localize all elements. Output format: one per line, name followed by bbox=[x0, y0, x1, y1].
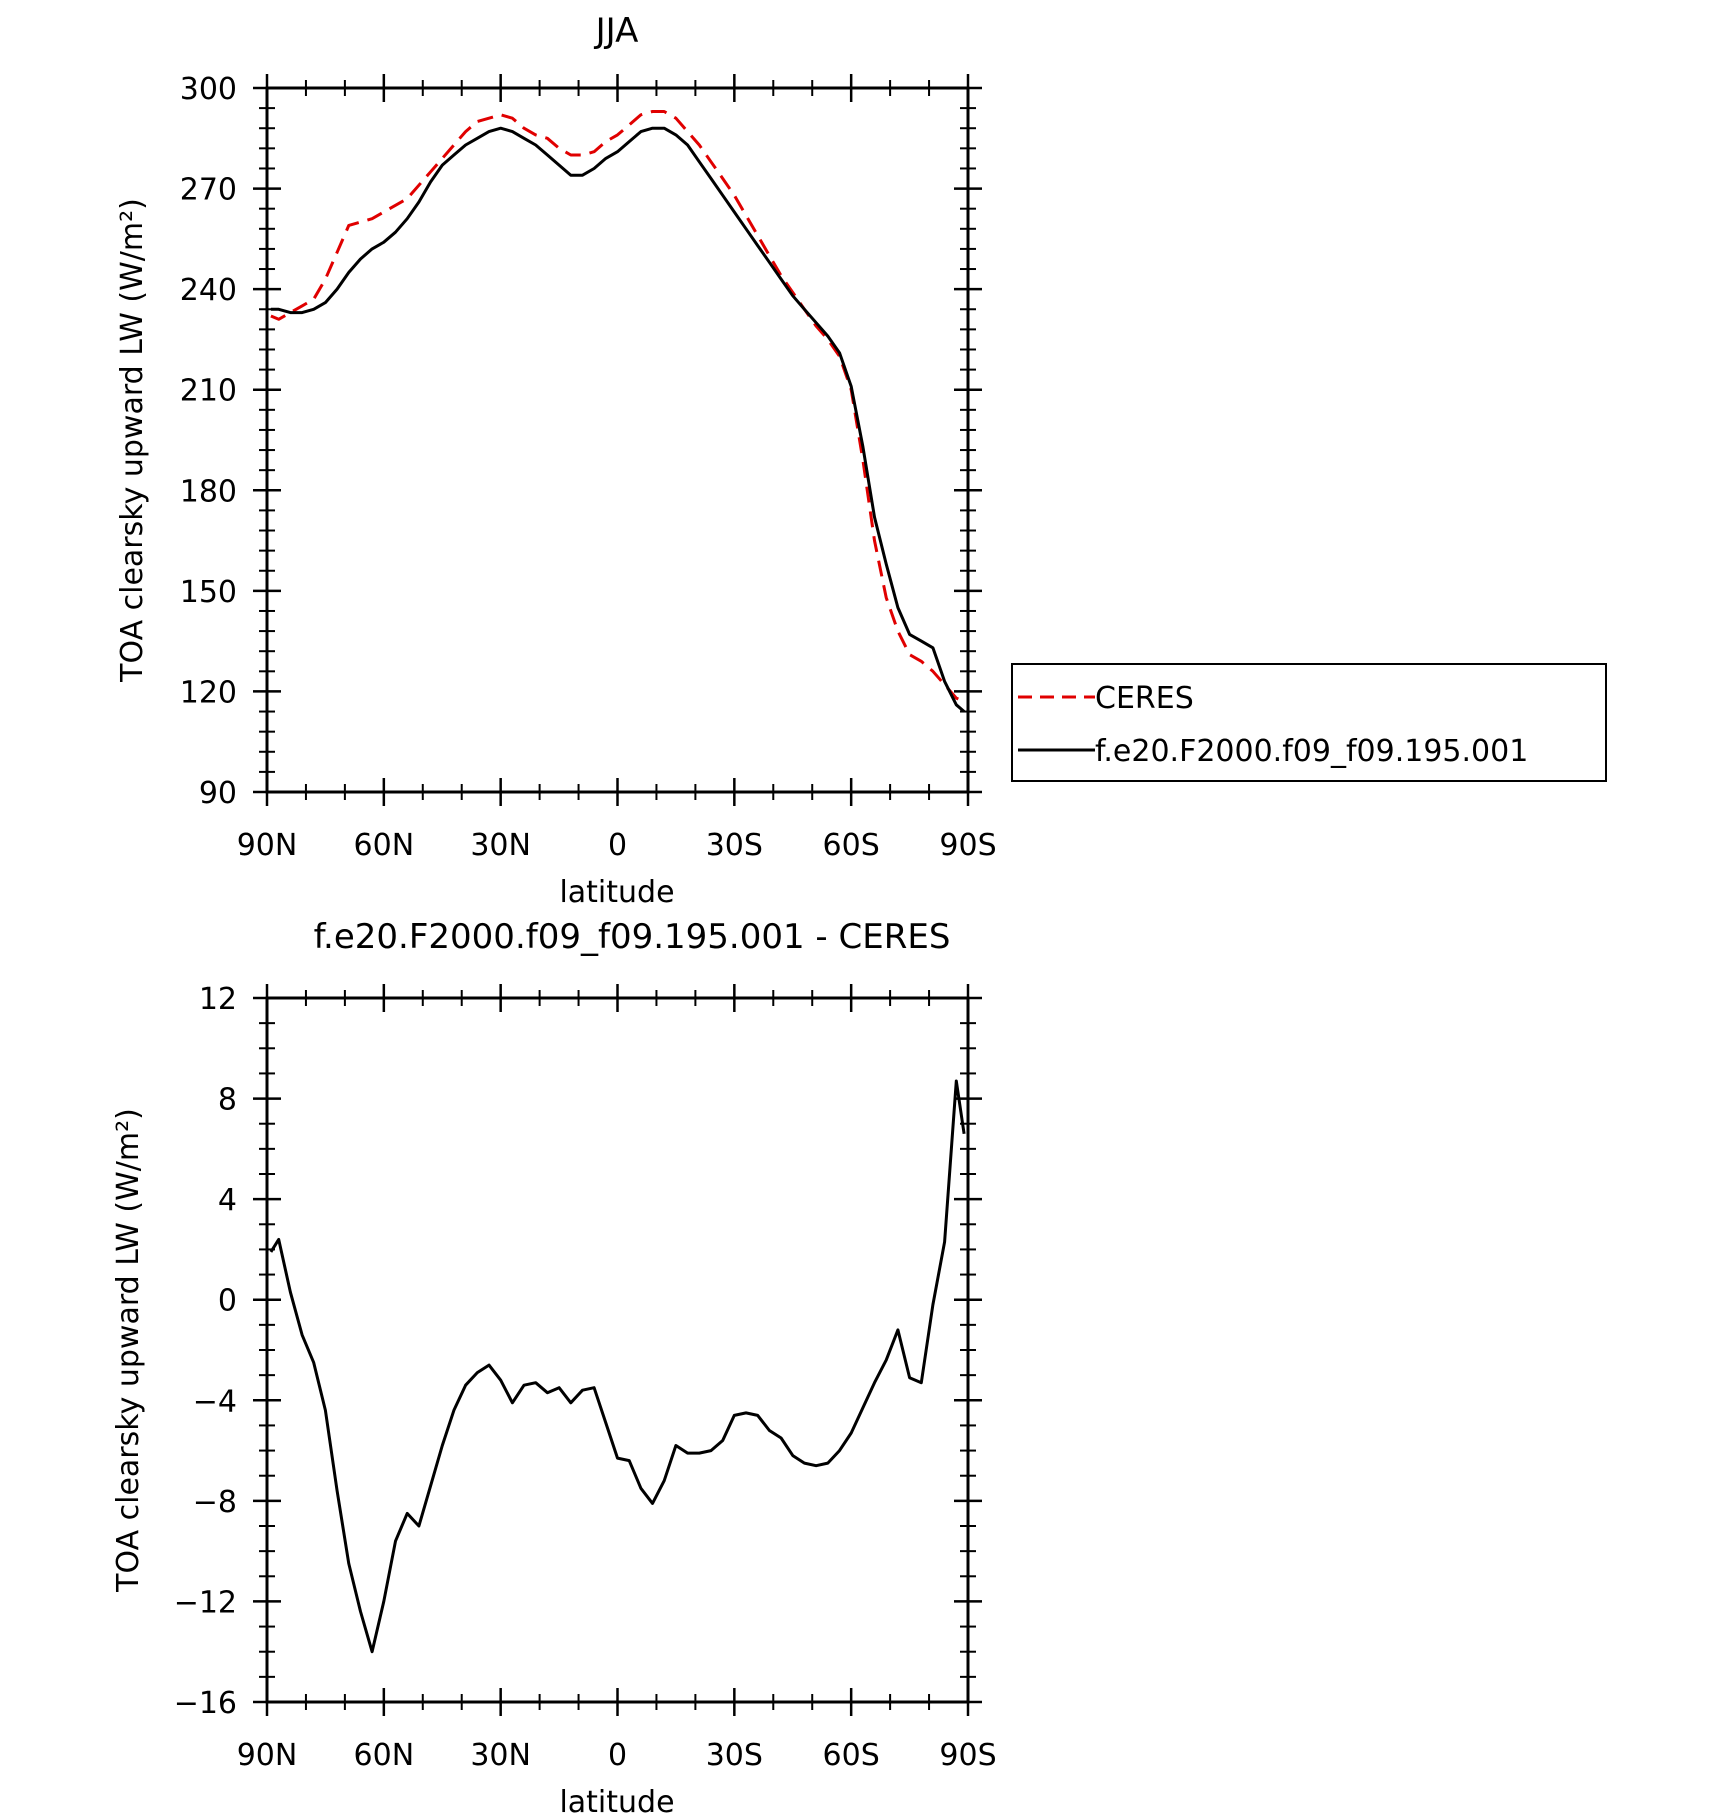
top-chart-xtick-label: 90N bbox=[237, 828, 298, 863]
top-chart-xtick-label: 0 bbox=[608, 828, 627, 863]
top-chart-ytick-label: 120 bbox=[180, 675, 237, 710]
bottom-chart-xtick-label: 90S bbox=[939, 1738, 996, 1773]
bottom-chart-series-difference-line bbox=[269, 1079, 966, 1654]
top-chart-ytick-label: 240 bbox=[180, 273, 237, 308]
bottom-chart: f.e20.F2000.f09_f09.195.001 - CERES −16 −… bbox=[111, 917, 997, 1816]
bottom-chart-xtick-label: 60S bbox=[823, 1738, 880, 1773]
bottom-chart-ytick-label: 12 bbox=[199, 982, 237, 1017]
bottom-chart-frame bbox=[265, 996, 970, 1704]
top-chart-ytick-label: 150 bbox=[180, 575, 237, 610]
top-chart-xtick-label: 30S bbox=[706, 828, 763, 863]
top-chart-ytick-label: 90 bbox=[199, 776, 237, 811]
bottom-chart-ytick-label: 0 bbox=[218, 1284, 237, 1319]
top-chart-xtick-label: 60S bbox=[823, 828, 880, 863]
bottom-chart-ytick-label: 8 bbox=[218, 1083, 237, 1118]
bottom-chart-xtick-label: 30N bbox=[470, 1738, 531, 1773]
bottom-chart-title: f.e20.F2000.f09_f09.195.001 - CERES bbox=[314, 917, 951, 957]
bottom-chart-xtick-label: 90N bbox=[237, 1738, 298, 1773]
bottom-chart-xtick-label: 30S bbox=[706, 1738, 763, 1773]
bottom-chart-ytick-label: −4 bbox=[193, 1384, 237, 1419]
top-chart-ytick-label: 300 bbox=[180, 72, 237, 107]
legend-box bbox=[1011, 663, 1607, 782]
top-chart-xtick-label: 90S bbox=[939, 828, 996, 863]
top-chart-title: JJA bbox=[594, 11, 639, 51]
top-chart-ylabel: TOA clearsky upward LW (W/m²) bbox=[115, 198, 150, 683]
legend-label-model: f.e20.F2000.f09_f09.195.001 bbox=[1095, 734, 1528, 769]
bottom-chart-xtick-label: 60N bbox=[354, 1738, 415, 1773]
top-chart-ytick-label: 270 bbox=[180, 173, 237, 208]
bottom-chart-ytick-label: −12 bbox=[174, 1585, 237, 1620]
top-chart-ytick-label: 180 bbox=[180, 474, 237, 509]
legend-label-ceres: CERES bbox=[1095, 681, 1194, 716]
top-chart-series-f-e20-f2000-f09-f09-195-001-line bbox=[270, 126, 966, 713]
top-chart-xlabel: latitude bbox=[559, 875, 674, 910]
bottom-chart-ytick-label: 4 bbox=[218, 1183, 237, 1218]
top-chart-ytick-label: 210 bbox=[180, 374, 237, 409]
bottom-chart-ylabel: TOA clearsky upward LW (W/m²) bbox=[111, 1108, 146, 1593]
bottom-chart-xlabel: latitude bbox=[559, 1785, 674, 1816]
top-chart-xtick-label: 30N bbox=[470, 828, 531, 863]
top-chart-xtick-label: 60N bbox=[354, 828, 415, 863]
bottom-chart-xtick-label: 0 bbox=[608, 1738, 627, 1773]
top-chart: JJA 90 120 150 180 210 240 270 300 90N 60N 30N 0 30S… bbox=[115, 11, 1607, 910]
top-chart-series-ceres-line bbox=[270, 110, 965, 703]
legend: CERES f.e20.F2000.f09_f09.195.001 bbox=[1011, 663, 1607, 782]
bottom-chart-ytick-label: −8 bbox=[193, 1485, 237, 1520]
bottom-chart-ytick-label: −16 bbox=[174, 1686, 237, 1721]
